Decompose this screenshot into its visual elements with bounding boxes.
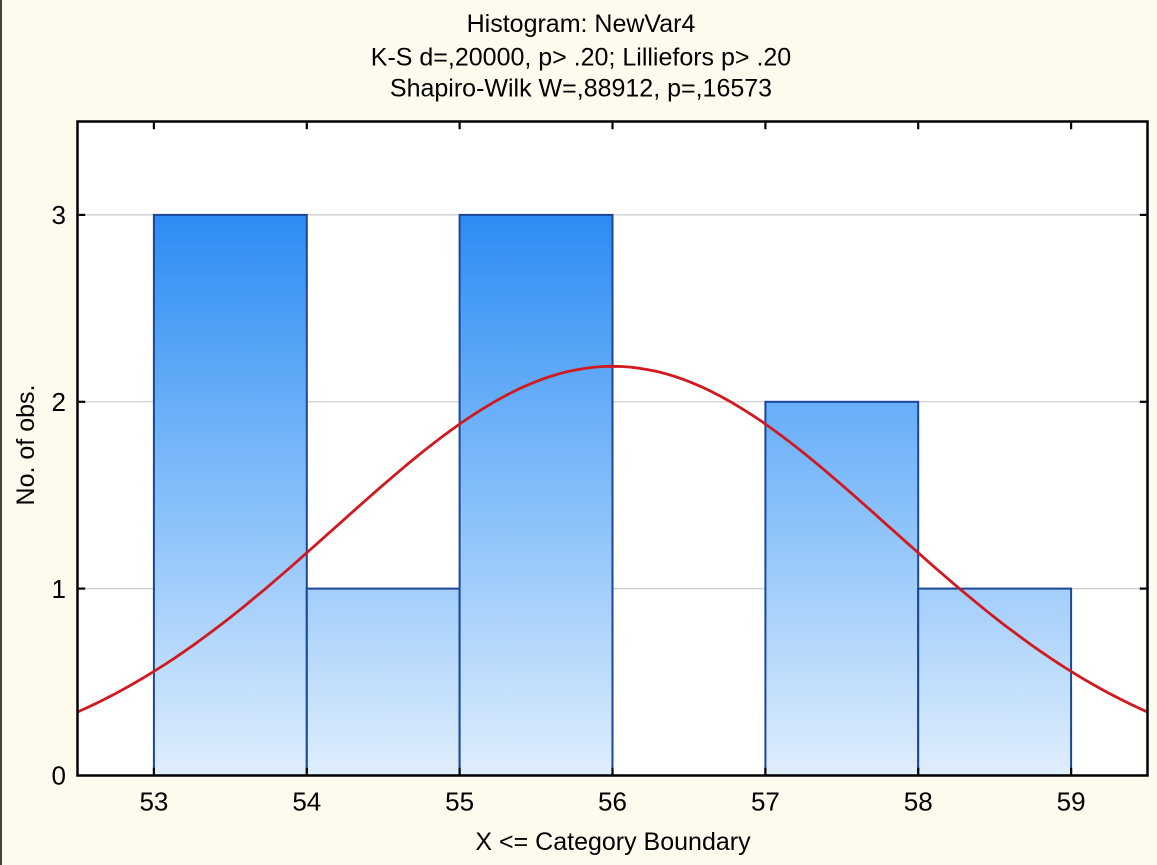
svg-text:54: 54 — [292, 787, 321, 817]
svg-text:58: 58 — [904, 787, 933, 817]
svg-text:1: 1 — [52, 574, 66, 604]
svg-text:0: 0 — [52, 761, 66, 791]
svg-text:53: 53 — [139, 787, 168, 817]
svg-text:3: 3 — [52, 200, 66, 230]
svg-text:Histogram: NewVar4: Histogram: NewVar4 — [467, 10, 696, 38]
svg-text:2: 2 — [52, 387, 66, 417]
svg-text:X <= Category Boundary: X <= Category Boundary — [475, 828, 751, 856]
svg-text:57: 57 — [751, 787, 780, 817]
svg-text:No. of obs.: No. of obs. — [12, 385, 40, 506]
svg-text:Shapiro-Wilk W=,88912, p=,1657: Shapiro-Wilk W=,88912, p=,16573 — [390, 75, 772, 103]
svg-text:55: 55 — [445, 787, 474, 817]
svg-text:59: 59 — [1057, 787, 1086, 817]
svg-text:K-S d=,20000, p> .20; Lilliefo: K-S d=,20000, p> .20; Lilliefors p> .20 — [371, 43, 791, 71]
svg-text:56: 56 — [598, 787, 627, 817]
